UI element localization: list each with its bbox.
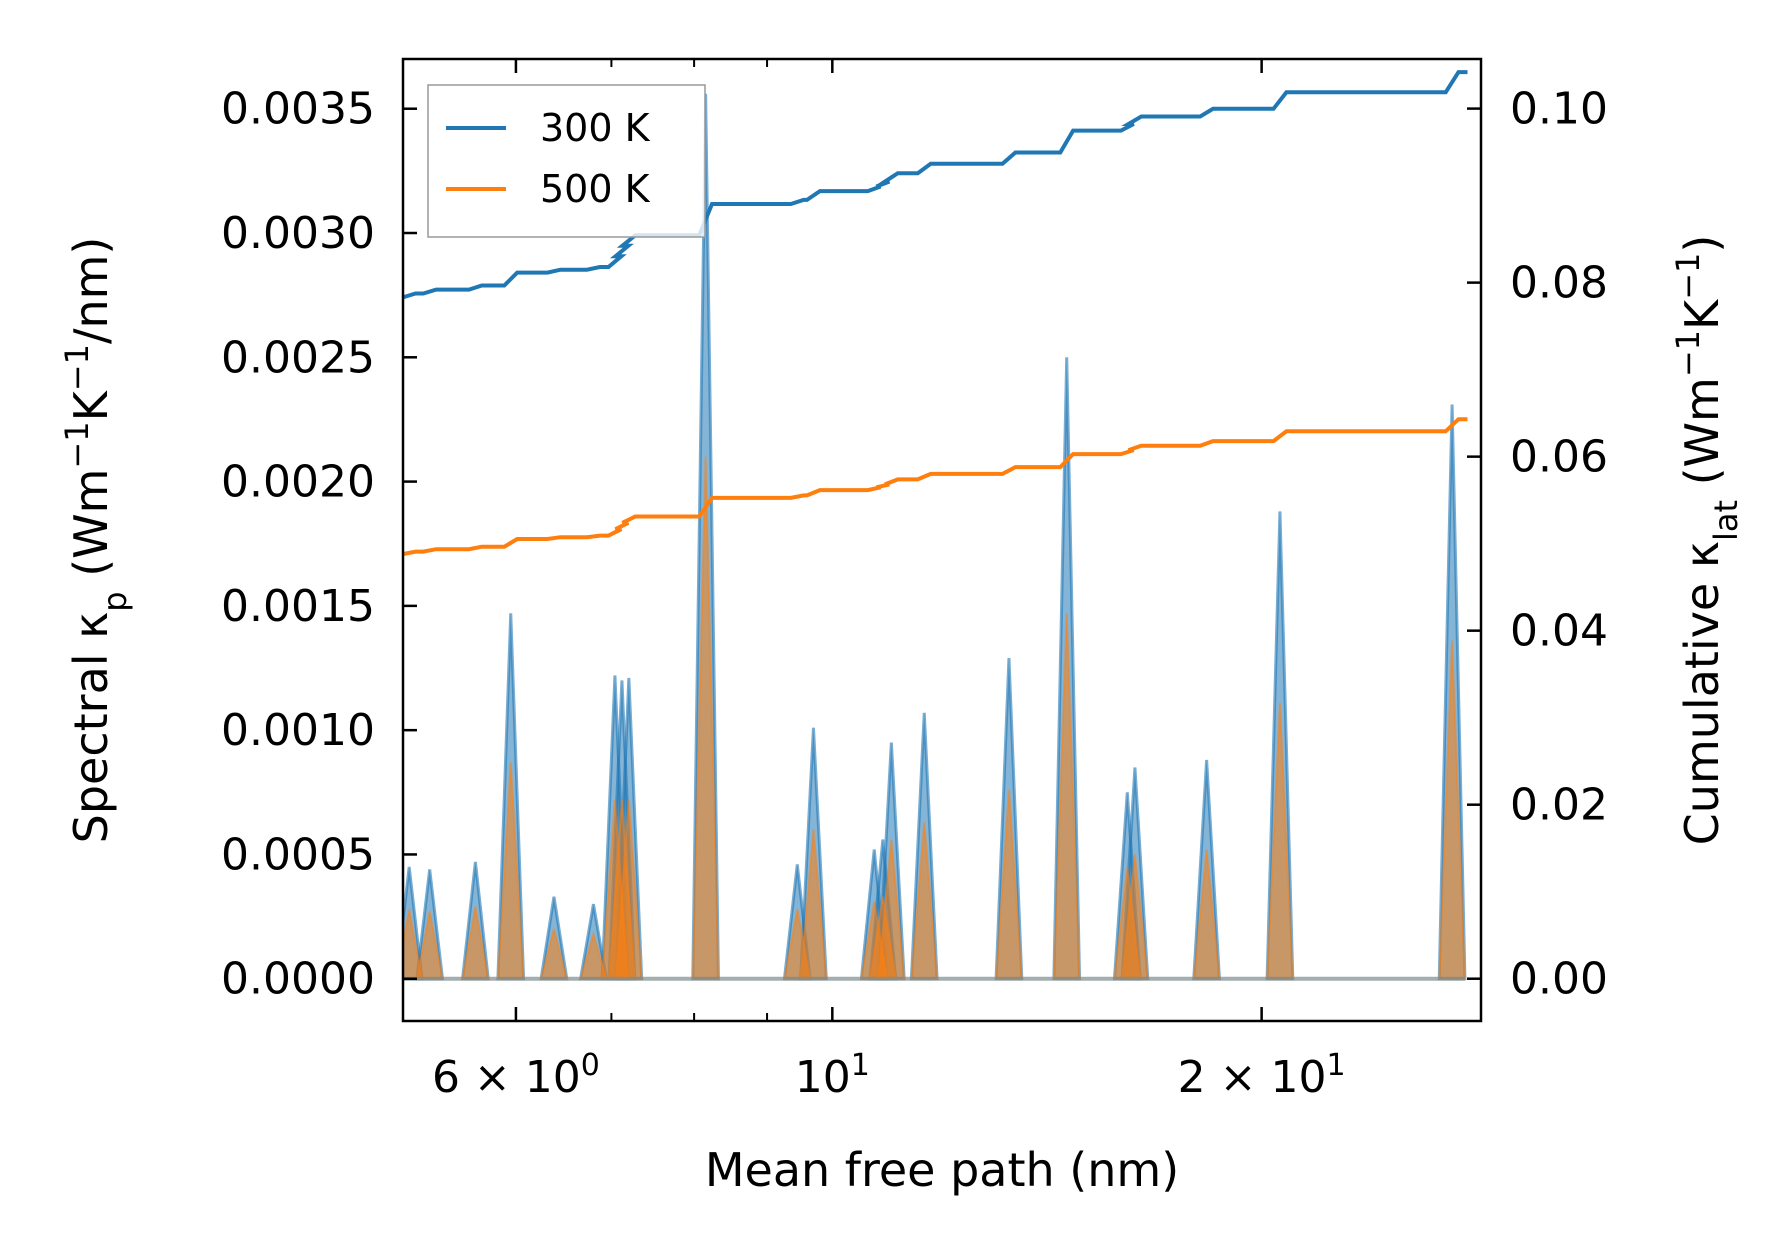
x-axis-title: Mean free path (nm) — [705, 1143, 1179, 1197]
y-left-title-sub: p — [96, 591, 134, 611]
x-tick-label-1: 101 — [795, 1048, 870, 1104]
y-right-tick-label-4: 0.08 — [1510, 258, 1608, 309]
y-left-title-prefix: Spectral κ — [64, 612, 118, 844]
legend-label-500k: 500 K — [540, 167, 651, 211]
y-axis-right: 0.00 0.02 0.04 0.06 0.08 0.10 — [1467, 84, 1608, 1005]
plot-frame — [401, 57, 1483, 1023]
y-right-title-unit-open: (Wm — [1675, 377, 1729, 500]
y-right-title-sup2: −1 — [1669, 253, 1707, 300]
y-right-title-sub: lat — [1707, 500, 1745, 541]
y-right-tick-label-1: 0.02 — [1510, 780, 1608, 831]
y-left-title-sup2: −1 — [58, 344, 96, 391]
y-right-title-prefix: Cumulative κ — [1675, 541, 1729, 845]
y-axis-left-title: Spectral κp (Wm−1K−1/nm) — [58, 237, 134, 844]
y-right-title-unit-close: ) — [1675, 235, 1729, 253]
y-axis-left: 0.0000 0.0005 0.0010 0.0015 0.0020 0.0025 0.00… — [221, 84, 417, 1005]
y-right-tick-label-5: 0.10 — [1510, 84, 1608, 135]
legend-frame — [427, 84, 706, 238]
y-left-title-unit-close: /nm) — [64, 237, 118, 344]
x-tick-label-0: 6 × 100 — [432, 1048, 600, 1104]
y-left-tick-label-6: 0.0030 — [221, 208, 375, 259]
plot-area — [403, 70, 1468, 981]
y-left-tick-label-2: 0.0010 — [221, 705, 375, 756]
y-right-tick-label-2: 0.04 — [1510, 606, 1608, 657]
legend: 300 K 500 K — [427, 84, 706, 238]
y-axis-right-title: Cumulative κlat (Wm−1K−1) — [1669, 235, 1745, 846]
cumulative-line-300k — [403, 70, 1468, 300]
y-left-tick-label-0: 0.0000 — [221, 954, 375, 1005]
y-left-tick-label-4: 0.0020 — [221, 457, 375, 508]
legend-label-300k: 300 K — [540, 106, 651, 150]
y-right-title-unit-mid: K — [1675, 298, 1729, 330]
y-left-tick-label-7: 0.0035 — [221, 84, 375, 135]
x-tick-label-2: 2 × 101 — [1178, 1048, 1346, 1104]
x-axis: 6 × 100 101 2 × 101 — [402, 59, 1346, 1104]
y-right-title-sup1: −1 — [1669, 330, 1707, 377]
y-right-tick-label-3: 0.06 — [1510, 432, 1608, 483]
cumulative-line-500k — [403, 417, 1468, 557]
y-left-title-unit-open: (Wm — [64, 469, 118, 592]
y-left-tick-label-5: 0.0025 — [221, 332, 375, 383]
y-left-title-unit-mid: K — [64, 389, 118, 421]
y-left-tick-label-1: 0.0005 — [221, 829, 375, 880]
y-right-tick-label-0: 0.00 — [1510, 954, 1608, 1005]
y-left-title-sup1: −1 — [58, 421, 96, 468]
y-left-tick-label-3: 0.0015 — [221, 581, 375, 632]
